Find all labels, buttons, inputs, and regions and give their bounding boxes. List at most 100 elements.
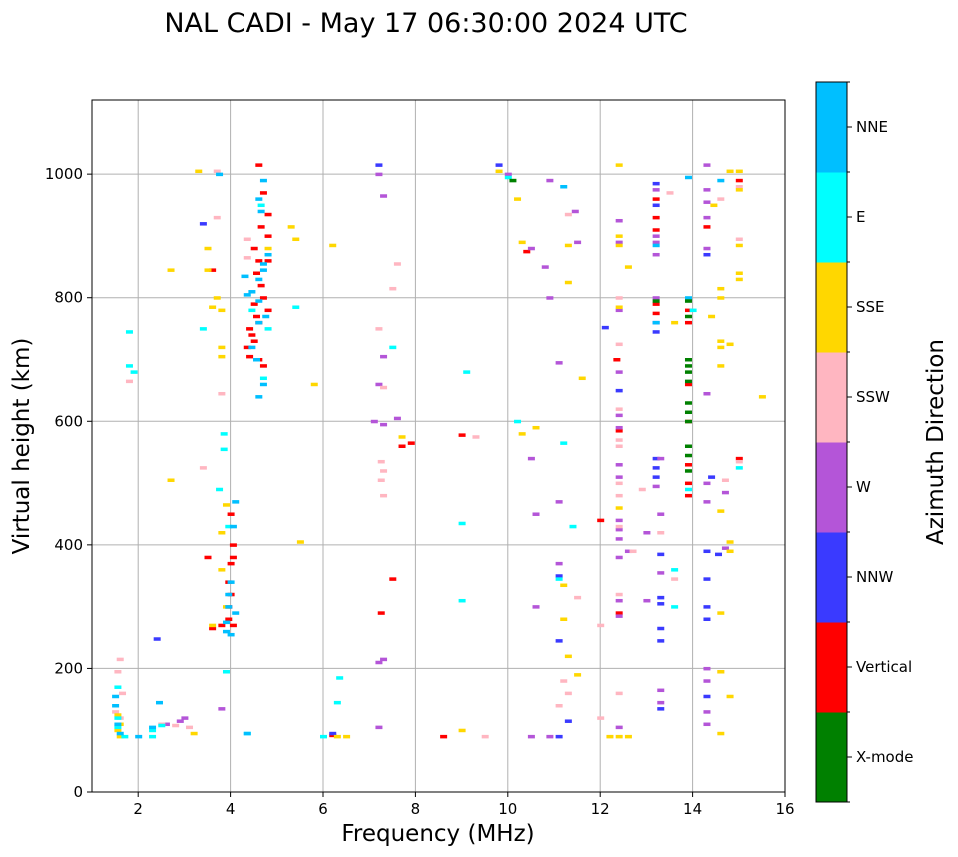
data-point xyxy=(555,639,563,643)
data-point xyxy=(458,728,466,733)
data-point xyxy=(186,725,194,730)
data-point xyxy=(684,364,692,368)
data-point xyxy=(615,506,623,510)
data-point xyxy=(112,710,120,714)
data-point xyxy=(684,419,692,424)
data-point xyxy=(398,435,406,439)
data-point xyxy=(398,444,406,448)
data-point xyxy=(259,178,267,183)
data-point xyxy=(222,620,230,625)
data-point xyxy=(287,225,295,229)
data-point xyxy=(689,308,697,313)
data-point xyxy=(204,555,212,560)
data-point xyxy=(259,382,267,387)
data-point xyxy=(380,422,388,427)
data-point xyxy=(162,722,170,727)
data-point xyxy=(377,611,385,615)
data-point xyxy=(259,364,267,368)
data-point xyxy=(564,691,572,696)
data-point xyxy=(564,280,572,285)
data-point xyxy=(615,518,623,523)
data-point xyxy=(264,212,272,217)
data-point xyxy=(119,691,127,696)
data-point xyxy=(320,734,327,739)
data-point xyxy=(615,493,623,498)
data-point xyxy=(264,308,272,313)
data-point xyxy=(615,240,623,245)
data-point xyxy=(615,598,623,603)
data-point xyxy=(257,283,265,288)
data-point xyxy=(292,305,300,309)
data-point xyxy=(227,512,235,516)
data-point xyxy=(389,345,397,350)
data-point xyxy=(248,290,256,294)
colorbar-segment xyxy=(816,712,847,803)
data-point xyxy=(615,425,623,430)
data-point xyxy=(606,734,614,739)
data-point xyxy=(250,339,258,343)
data-point xyxy=(220,432,228,436)
data-point xyxy=(440,734,448,739)
data-point xyxy=(643,531,651,535)
data-point xyxy=(158,723,166,728)
data-point xyxy=(615,296,623,300)
data-point xyxy=(393,262,401,266)
data-point xyxy=(615,524,623,529)
data-point xyxy=(329,243,337,248)
data-point xyxy=(652,252,660,257)
data-point xyxy=(717,339,725,343)
colorbar-tick-label: NNE xyxy=(856,118,888,136)
data-point xyxy=(225,524,233,529)
data-point xyxy=(264,252,272,257)
data-point xyxy=(684,481,692,486)
data-point xyxy=(336,676,344,680)
data-point xyxy=(684,463,692,467)
data-point xyxy=(209,626,217,631)
data-point xyxy=(243,293,251,297)
data-point xyxy=(615,555,623,560)
data-point xyxy=(574,673,582,677)
data-point xyxy=(218,308,226,313)
data-point xyxy=(684,320,692,325)
data-point xyxy=(116,657,124,662)
data-point xyxy=(264,234,272,238)
data-point xyxy=(652,188,660,192)
data-point xyxy=(652,299,660,303)
data-point xyxy=(149,728,157,733)
data-point xyxy=(116,731,124,736)
data-point xyxy=(652,475,660,479)
data-point xyxy=(514,197,522,201)
data-point xyxy=(555,361,563,365)
data-point xyxy=(246,354,254,359)
data-point xyxy=(684,487,692,492)
data-point xyxy=(597,518,605,523)
data-point xyxy=(726,694,734,699)
data-point xyxy=(684,444,692,448)
data-point xyxy=(652,330,660,334)
data-point xyxy=(250,302,258,306)
data-point xyxy=(657,639,665,643)
data-point xyxy=(472,435,480,439)
x-tick-label: 12 xyxy=(591,800,610,818)
data-point xyxy=(703,163,711,167)
y-tick-label: 1000 xyxy=(45,165,83,183)
data-point xyxy=(125,330,133,334)
data-point xyxy=(248,308,256,313)
data-point xyxy=(703,246,711,251)
colorbar-segment xyxy=(816,82,847,173)
data-point xyxy=(666,191,674,195)
plot-frame xyxy=(91,99,786,793)
x-tick-label: 14 xyxy=(683,800,702,818)
data-point xyxy=(222,629,230,634)
data-point xyxy=(114,685,122,689)
data-point xyxy=(703,500,711,504)
y-tick-label: 600 xyxy=(54,412,83,430)
data-point xyxy=(684,314,692,319)
data-point xyxy=(257,225,265,229)
data-point xyxy=(624,549,632,554)
data-point xyxy=(684,410,692,415)
data-point xyxy=(671,320,679,325)
data-point xyxy=(615,725,623,730)
data-point xyxy=(638,487,646,492)
data-point xyxy=(684,370,692,374)
